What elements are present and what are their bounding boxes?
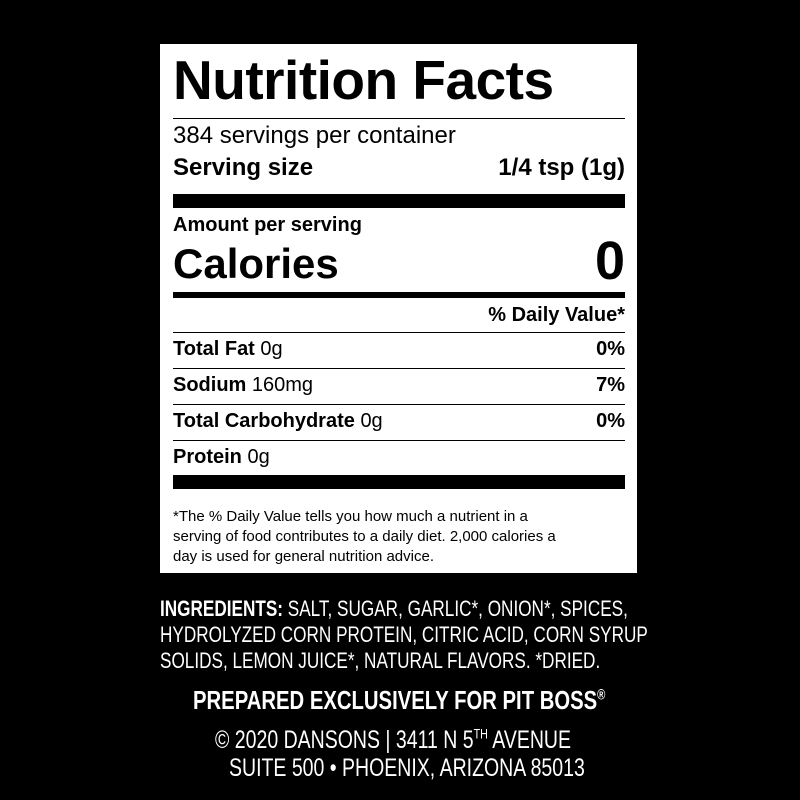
nutrient-row-total-carbohydrate: Total Carbohydrate 0g — [173, 410, 625, 433]
address-text: © 2020 DANSONS | 3411 N 5 — [215, 726, 474, 754]
nutrient-amount: 0g — [360, 410, 383, 432]
divider — [173, 440, 625, 441]
ingredients-label: INGREDIENTS: — [160, 596, 283, 621]
calories-label: Calories — [173, 240, 339, 287]
nutrient-row-protein: Protein 0g — [173, 446, 625, 469]
prepared-text: PREPARED EXCLUSIVELY FOR PIT BOSS — [193, 685, 598, 715]
footnote-line: day is used for general nutrition advice… — [173, 548, 434, 565]
ingredients-line: SALT, SUGAR, GARLIC*, ONION*, SPICES, — [282, 596, 628, 621]
calories-value: 0 — [594, 231, 625, 291]
address-text: AVENUE — [487, 726, 572, 754]
footnote-line: serving of food contributes to a daily d… — [173, 528, 556, 545]
amount-per-serving: Amount per serving — [173, 214, 362, 236]
registered-mark: ® — [597, 687, 606, 704]
footnote: *The % Daily Value tells you how much a … — [173, 507, 625, 567]
nutrient-dv: 7% — [596, 374, 625, 396]
nutrient-amount: 0g — [247, 446, 270, 468]
divider — [173, 118, 625, 119]
footnote-line: *The % Daily Value tells you how much a … — [173, 508, 528, 525]
thick-divider — [173, 194, 625, 208]
address-line-1: © 2020 DANSONS | 3411 N 5TH AVENUE — [215, 726, 571, 755]
divider — [173, 404, 625, 405]
medium-divider — [173, 292, 625, 298]
ordinal-suffix: TH — [473, 726, 488, 742]
ingredients-line: HYDROLYZED CORN PROTEIN, CITRIC ACID, CO… — [160, 622, 648, 647]
nutrition-title: Nutrition Facts — [173, 49, 554, 111]
nutrient-name: Total Carbohydrate — [173, 410, 355, 432]
daily-value-header: % Daily Value* — [488, 304, 625, 326]
servings-per-container: 384 servings per container — [173, 122, 456, 149]
nutrient-name: Protein — [173, 446, 242, 468]
nutrient-row-total-fat: Total Fat 0g — [173, 338, 625, 361]
nutrient-row-sodium: Sodium 160mg — [173, 374, 625, 397]
address-line-2: SUITE 500 • PHOENIX, ARIZONA 85013 — [229, 754, 585, 782]
nutrient-amount: 160mg — [251, 374, 314, 396]
nutrient-dv: 0% — [596, 338, 625, 360]
serving-size-label: Serving size — [173, 154, 314, 181]
nutrient-dv: 0% — [596, 410, 625, 432]
nutrient-name: Total Fat — [173, 338, 255, 360]
serving-size-value: 1/4 tsp (1g) — [498, 154, 625, 181]
nutrition-facts-panel: Nutrition Facts 384 servings per contain… — [160, 44, 637, 573]
nutrient-name: Sodium — [173, 374, 247, 396]
divider — [173, 332, 625, 333]
divider — [173, 368, 625, 369]
thick-divider — [173, 475, 625, 489]
ingredients-line: SOLIDS, LEMON JUICE*, NATURAL FLAVORS. *… — [160, 648, 601, 673]
prepared-for: PREPARED EXCLUSIVELY FOR PIT BOSS® — [193, 685, 605, 716]
ingredients: INGREDIENTS: SALT, SUGAR, GARLIC*, ONION… — [160, 596, 648, 674]
nutrient-amount: 0g — [260, 338, 283, 360]
